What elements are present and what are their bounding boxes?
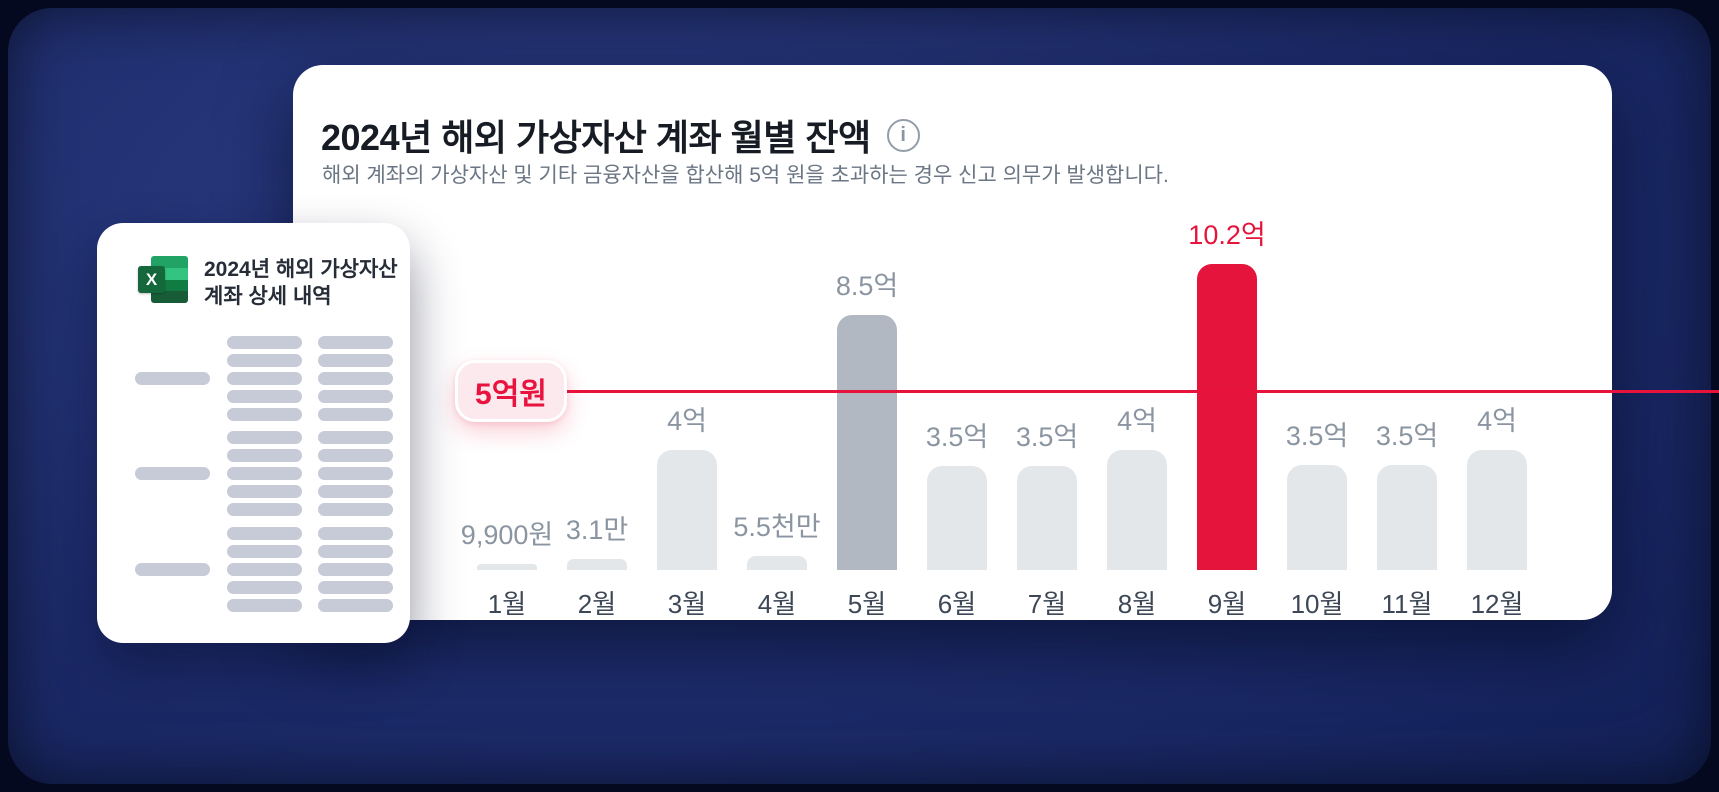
bar-value-label: 3.1만 <box>565 515 629 545</box>
info-icon[interactable]: i <box>886 118 920 152</box>
skeleton-row <box>227 545 302 558</box>
chart-bar <box>837 315 897 570</box>
bar-value-label: 4억 <box>667 406 707 436</box>
bar-value-label: 9,900원 <box>460 520 554 550</box>
skeleton-row <box>318 527 393 540</box>
chart-bar <box>1467 450 1527 570</box>
file-card-title-line2: 계좌 상세 내역 <box>204 285 332 308</box>
skeleton-row <box>318 372 393 385</box>
month-label: 4월 <box>757 589 797 619</box>
skeleton-row <box>227 431 302 444</box>
month-label: 12월 <box>1470 589 1524 619</box>
month-label: 6월 <box>937 589 977 619</box>
spreadsheet-skeleton <box>97 223 410 643</box>
skeleton-row <box>318 408 393 421</box>
month-label: 11월 <box>1381 589 1433 619</box>
skeleton-row <box>318 563 393 576</box>
skeleton-row <box>227 390 302 403</box>
skeleton-row <box>227 485 302 498</box>
chart-card: 2024년 해외 가상자산 계좌 월별 잔액 i 해외 계좌의 가상자산 및 기… <box>293 65 1612 620</box>
chart-bar <box>567 559 627 570</box>
skeleton-row <box>227 372 302 385</box>
bar-value-label: 4억 <box>1117 406 1157 436</box>
skeleton-row <box>227 527 302 540</box>
skeleton-row <box>318 431 393 444</box>
file-card-title: 2024년 해외 가상자산 계좌 상세 내역 <box>204 256 398 310</box>
chart-bar <box>1287 465 1347 570</box>
bar-value-label: 10.2억 <box>1188 220 1266 250</box>
chart-header: 2024년 해외 가상자산 계좌 월별 잔액 i <box>321 109 920 161</box>
skeleton-row <box>318 581 393 594</box>
bar-value-label: 3.5억 <box>1015 422 1079 452</box>
skeleton-row-label <box>135 563 210 576</box>
month-label: 2월 <box>577 589 617 619</box>
skeleton-row <box>227 408 302 421</box>
page-title: 2024년 해외 가상자산 계좌 월별 잔액 <box>321 117 871 158</box>
bar-value-label: 3.5억 <box>925 422 989 452</box>
excel-icon: X <box>138 256 188 303</box>
threshold-badge: 5억원 <box>455 360 567 422</box>
month-label: 7월 <box>1027 589 1067 619</box>
chart-bar <box>927 466 987 570</box>
skeleton-row <box>318 485 393 498</box>
bar-value-label: 3.5억 <box>1285 421 1349 451</box>
chart-bar <box>747 556 807 570</box>
skeleton-row <box>227 354 302 367</box>
month-axis: 1월 2월 3월 4월 5월 6월 7월 8월 9월 10월 11월 12월 <box>462 584 1542 619</box>
skeleton-row <box>227 449 302 462</box>
skeleton-row <box>227 467 302 480</box>
month-label: 9월 <box>1207 589 1247 619</box>
skeleton-row <box>318 336 393 349</box>
month-label: 3월 <box>667 589 707 619</box>
threshold-label: 5억원 <box>475 378 547 411</box>
chart-bar <box>1197 264 1257 570</box>
bar-chart-area: 9,900원 3.1만 4억 5.5천만 8.5억 3.5억 3.5억 4억 10.2억 3.5억… <box>461 200 1542 570</box>
skeleton-row <box>318 354 393 367</box>
skeleton-row <box>227 503 302 516</box>
chart-bar <box>657 450 717 570</box>
skeleton-row-label <box>135 467 210 480</box>
skeleton-row <box>318 599 393 612</box>
month-label: 10월 <box>1290 589 1344 619</box>
skeleton-row <box>227 581 302 594</box>
excel-x-glyph: X <box>138 266 165 293</box>
skeleton-row <box>227 563 302 576</box>
skeleton-row-label <box>135 372 210 385</box>
bar-value-label: 5.5천만 <box>733 512 821 542</box>
bar-value-label: 8.5억 <box>835 271 899 301</box>
page-subtitle: 해외 계좌의 가상자산 및 기타 금융자산을 합산해 5억 원을 초과하는 경우… <box>322 164 1169 187</box>
skeleton-row <box>318 449 393 462</box>
file-card[interactable]: X 2024년 해외 가상자산 계좌 상세 내역 <box>97 223 410 643</box>
skeleton-row <box>227 336 302 349</box>
month-label: 1월 <box>487 589 527 619</box>
chart-bar <box>1017 466 1077 570</box>
excel-sheet-glyph <box>151 256 188 303</box>
month-label: 8월 <box>1117 589 1157 619</box>
skeleton-row <box>318 467 393 480</box>
bar-value-label: 4억 <box>1477 406 1517 436</box>
month-label: 5월 <box>847 589 887 619</box>
bar-value-label: 3.5억 <box>1375 421 1439 451</box>
threshold-line <box>560 390 1719 393</box>
chart-bar <box>1377 465 1437 570</box>
skeleton-row <box>318 503 393 516</box>
file-card-title-line1: 2024년 해외 가상자산 <box>204 258 398 281</box>
chart-bar <box>477 564 537 570</box>
skeleton-row <box>227 599 302 612</box>
skeleton-row <box>318 390 393 403</box>
skeleton-row <box>318 545 393 558</box>
chart-bar <box>1107 450 1167 570</box>
file-card-header: X 2024년 해외 가상자산 계좌 상세 내역 <box>138 256 398 310</box>
